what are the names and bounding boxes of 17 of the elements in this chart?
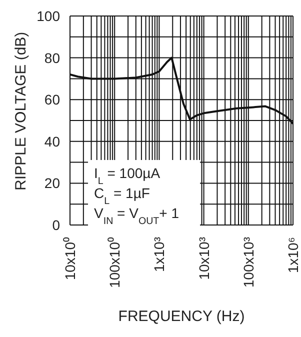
y-tick-label: 60 — [44, 92, 60, 108]
x-tick-label: 100x10³ — [240, 236, 256, 288]
annotation: V$_{IN}$ = V$_{OUT}$+ 1 — [94, 205, 180, 226]
y-axis-title: RIPPLE VOLTAGE (dB) — [12, 32, 30, 190]
y-tick-label: 0 — [52, 217, 60, 233]
x-axis-title: FREQUENCY (Hz) — [118, 308, 245, 325]
x-tick-label: 1x10³ — [151, 236, 168, 272]
annotation: C$_{L}$ = 1µF — [94, 185, 150, 206]
x-tick-label: 10x10⁰ — [62, 237, 78, 280]
annotation: I$_{L}$ = 100µA — [94, 165, 161, 186]
y-tick-label: 80 — [44, 50, 60, 66]
x-tick-label: 1x10⁶ — [285, 237, 301, 274]
x-tick-label: 10x10³ — [196, 236, 212, 280]
x-tick-label: 100x10⁰ — [106, 237, 123, 288]
y-tick-label: 40 — [44, 133, 60, 150]
y-tick-label: 100 — [36, 8, 60, 24]
y-tick-label: 20 — [44, 175, 60, 192]
